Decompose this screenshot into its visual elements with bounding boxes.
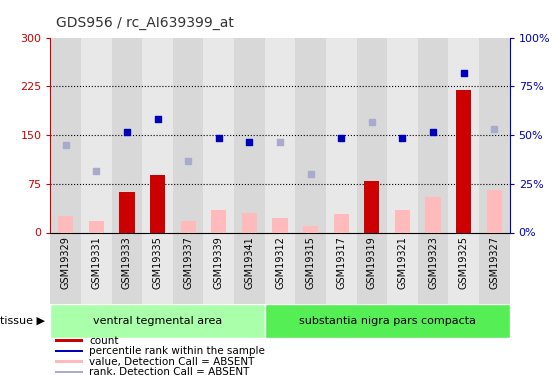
Text: GSM19325: GSM19325 [459, 236, 469, 289]
Bar [50, 38, 81, 232]
Bar [81, 38, 111, 232]
Point [153, 116, 162, 122]
Bar [50, 232, 81, 304]
Bar [479, 232, 510, 304]
Bar [487, 190, 502, 232]
Bar [303, 226, 318, 232]
Text: GSM19331: GSM19331 [91, 236, 101, 289]
Point [245, 138, 254, 144]
Text: tissue ▶: tissue ▶ [0, 316, 45, 326]
Bar [357, 232, 387, 304]
Text: percentile rank within the sample: percentile rank within the sample [90, 346, 265, 356]
Bar [387, 232, 418, 304]
Bar [203, 232, 234, 304]
Bar [357, 38, 387, 232]
Bar [265, 232, 295, 304]
Bar [150, 175, 165, 232]
Point [92, 168, 101, 174]
Bar [265, 304, 510, 338]
Bar [272, 218, 288, 232]
Bar [242, 213, 257, 232]
Bar [173, 232, 203, 304]
Text: substantia nigra pars compacta: substantia nigra pars compacta [298, 316, 475, 326]
Text: rank, Detection Call = ABSENT: rank, Detection Call = ABSENT [90, 367, 250, 375]
Bar [211, 210, 226, 232]
Bar [55, 360, 82, 363]
Bar [173, 38, 203, 232]
Text: GSM19337: GSM19337 [183, 236, 193, 289]
Bar [142, 38, 173, 232]
Text: GSM19329: GSM19329 [60, 236, 71, 289]
Bar [88, 221, 104, 232]
Bar [234, 38, 265, 232]
Bar [449, 38, 479, 232]
Text: GDS956 / rc_AI639399_at: GDS956 / rc_AI639399_at [56, 16, 234, 30]
Bar [142, 232, 173, 304]
Text: GSM19339: GSM19339 [214, 236, 224, 289]
Bar [295, 38, 326, 232]
Bar [234, 232, 265, 304]
Bar [418, 38, 449, 232]
Point [61, 142, 70, 148]
Text: GSM19323: GSM19323 [428, 236, 438, 289]
Text: ventral tegmental area: ventral tegmental area [93, 316, 222, 326]
Text: GSM19335: GSM19335 [152, 236, 162, 289]
Bar [456, 90, 472, 232]
Bar [418, 232, 449, 304]
Text: GSM19333: GSM19333 [122, 236, 132, 289]
Bar [364, 180, 380, 232]
Point [428, 129, 437, 135]
Bar [295, 232, 326, 304]
Bar [111, 232, 142, 304]
Bar [55, 371, 82, 373]
Bar [387, 38, 418, 232]
Point [276, 138, 284, 144]
Bar [119, 192, 134, 232]
Bar [479, 38, 510, 232]
Bar [58, 216, 73, 232]
Bar [50, 304, 265, 338]
Bar [81, 232, 111, 304]
Point [490, 126, 499, 132]
Bar [326, 232, 357, 304]
Point [367, 119, 376, 125]
Point [184, 158, 193, 164]
Point [459, 70, 468, 76]
Bar [265, 38, 295, 232]
Bar [449, 232, 479, 304]
Text: count: count [90, 336, 119, 345]
Point [214, 135, 223, 141]
Bar [111, 38, 142, 232]
Bar [203, 38, 234, 232]
Bar [180, 221, 196, 232]
Bar [395, 210, 410, 232]
Text: value, Detection Call = ABSENT: value, Detection Call = ABSENT [90, 357, 255, 366]
Text: GSM19315: GSM19315 [306, 236, 316, 289]
Point [337, 135, 346, 141]
Bar [55, 350, 82, 352]
Text: GSM19327: GSM19327 [489, 236, 500, 289]
Point [123, 129, 132, 135]
Bar [326, 38, 357, 232]
Text: GSM19341: GSM19341 [244, 236, 254, 289]
Text: GSM19317: GSM19317 [336, 236, 346, 289]
Bar [426, 197, 441, 232]
Text: GSM19319: GSM19319 [367, 236, 377, 289]
Text: GSM19321: GSM19321 [398, 236, 408, 289]
Bar [55, 339, 82, 342]
Bar [334, 214, 349, 232]
Point [398, 135, 407, 141]
Point [306, 171, 315, 177]
Text: GSM19312: GSM19312 [275, 236, 285, 289]
